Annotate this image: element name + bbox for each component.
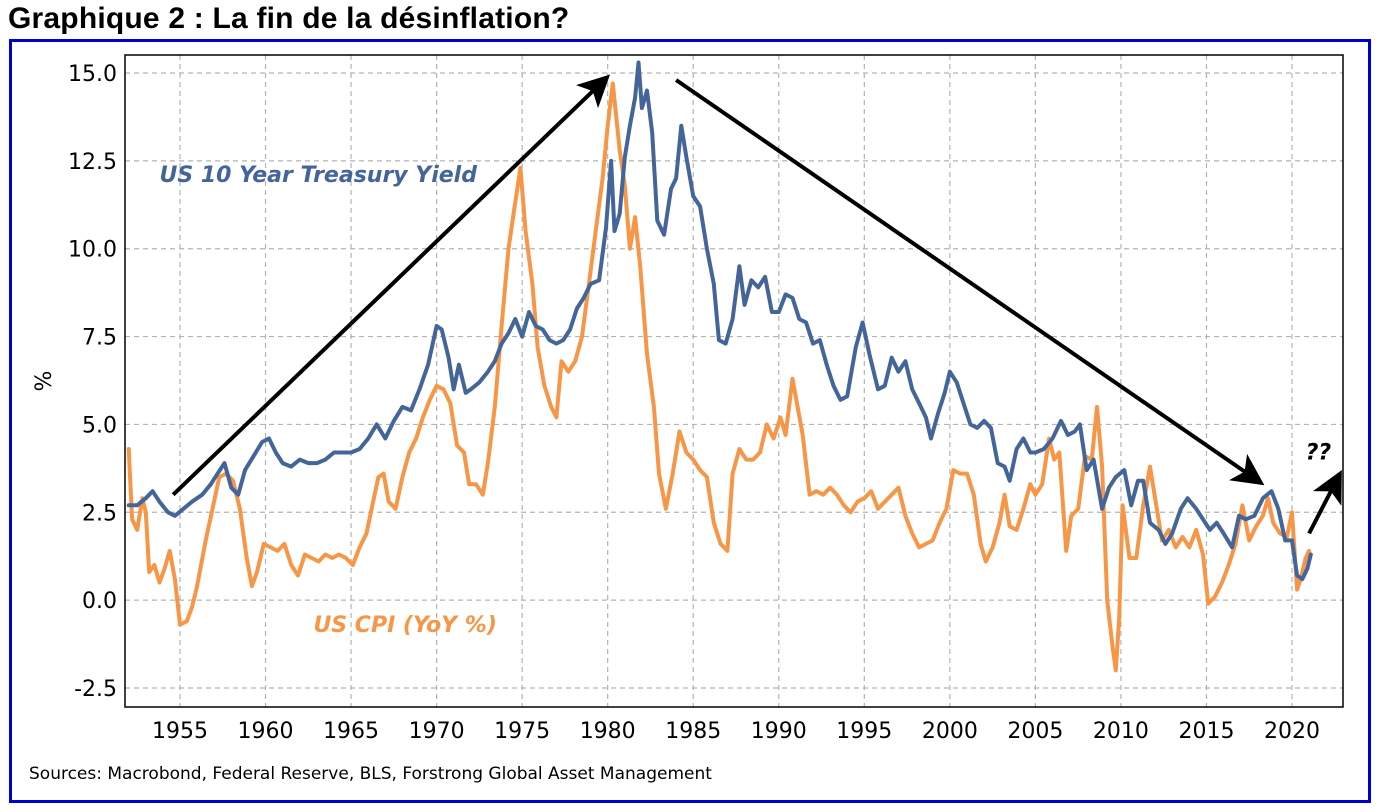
y-tick-label: 2.5 [82, 501, 117, 526]
falling-arrow [674, 78, 1265, 486]
chart-title: Graphique 2 : La fin de la désinflation? [8, 2, 570, 35]
rising-arrow [171, 74, 611, 497]
x-tick-label: 1990 [751, 719, 807, 744]
question-marks-label: ?? [1306, 441, 1332, 466]
future-arrow [1307, 470, 1342, 535]
x-tick-label: 1970 [409, 719, 465, 744]
x-tick-label: 1980 [580, 719, 636, 744]
x-tick-label: 1985 [665, 719, 721, 744]
x-tick-label: 2015 [1178, 719, 1234, 744]
source-note: Sources: Macrobond, Federal Reserve, BLS… [29, 764, 712, 784]
series [126, 60, 1313, 673]
x-tick-label: 2020 [1264, 719, 1320, 744]
grid [125, 55, 1343, 707]
annotations: US 10 Year Treasury Yield US CPI (YoY %)… [159, 74, 1342, 638]
y-axis-ticks: 15.0 12.5 10.0 7.5 5.0 2.5 0.0 -2.5 [68, 62, 117, 702]
x-tick-label: 1975 [494, 719, 550, 744]
y-tick-label: 5.0 [82, 413, 117, 438]
y-tick-label: 15.0 [68, 62, 117, 87]
x-tick-label: 1955 [152, 719, 208, 744]
chart-frame [9, 39, 1371, 803]
x-tick-label: 1960 [238, 719, 294, 744]
cpi-line [126, 81, 1312, 673]
treasury-series-label: US 10 Year Treasury Yield [159, 163, 477, 188]
x-tick-label: 2010 [1093, 719, 1149, 744]
x-tick-label: 1965 [323, 719, 379, 744]
y-tick-label: 7.5 [82, 326, 117, 351]
plot-border [124, 54, 1344, 708]
x-tick-label: 1995 [836, 719, 892, 744]
x-tick-label: 2000 [922, 719, 978, 744]
x-tick-label: 2005 [1007, 719, 1063, 744]
treasury-yield-line [126, 60, 1313, 582]
cpi-series-label: US CPI (YoY %) [313, 613, 496, 638]
y-tick-label: 12.5 [68, 150, 117, 175]
y-tick-label: 10.0 [68, 238, 117, 263]
y-tick-label: 0.0 [82, 589, 117, 614]
y-axis-label: % [32, 371, 57, 392]
x-axis-ticks: 1955 1960 1965 1970 1975 1980 1985 1990 1995 2000… [152, 719, 1320, 744]
y-tick-label: -2.5 [74, 677, 117, 702]
